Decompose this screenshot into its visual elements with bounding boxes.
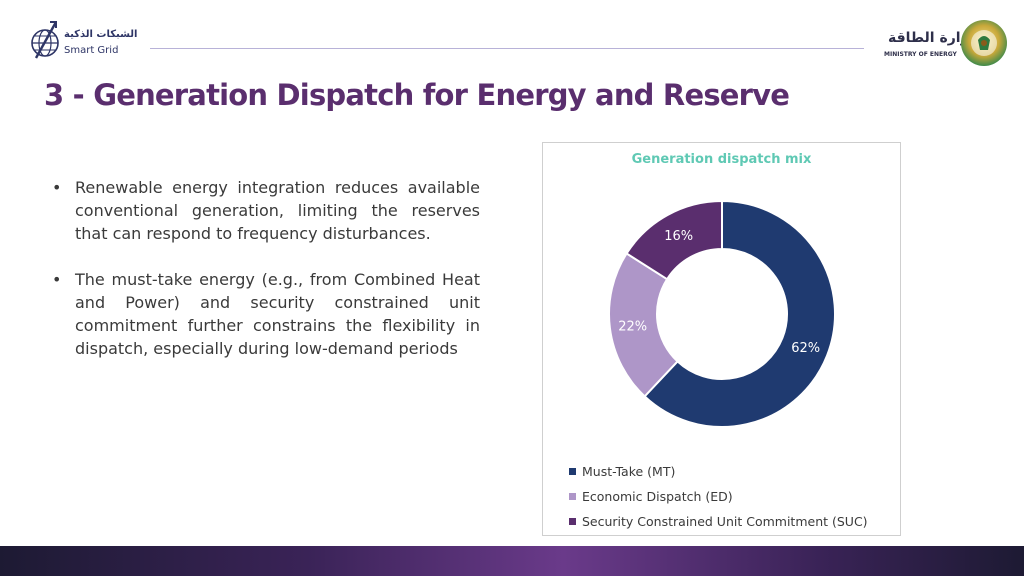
header-divider — [150, 48, 864, 49]
bullet-list: • Renewable energy integration reduces a… — [52, 176, 480, 383]
legend-item: Must-Take (MT) — [569, 459, 868, 484]
ministry-emblem-icon — [961, 20, 1007, 66]
data-label: 16% — [664, 229, 693, 244]
data-label: 22% — [618, 319, 647, 334]
bullet-marker: • — [52, 270, 62, 289]
footer-bar — [0, 546, 1024, 576]
legend-swatch — [569, 518, 576, 525]
legend-swatch — [569, 468, 576, 475]
ministry-logo-arabic: وزارة الطاقة — [888, 30, 978, 46]
data-label: 62% — [791, 341, 820, 356]
chart-legend: Must-Take (MT) Economic Dispatch (ED) Se… — [569, 459, 868, 534]
bullet-text: The must-take energy (e.g., from Combine… — [75, 270, 480, 358]
legend-label: Economic Dispatch (ED) — [582, 489, 733, 504]
legend-label: Must-Take (MT) — [582, 464, 676, 479]
bullet-item: • Renewable energy integration reduces a… — [52, 176, 480, 245]
donut-slice — [625, 199, 723, 281]
bullet-marker: • — [52, 178, 62, 197]
legend-item: Economic Dispatch (ED) — [569, 484, 868, 509]
donut-chart: 62% 22% 16% — [608, 199, 836, 428]
smart-grid-logo-english: Smart Grid — [64, 45, 119, 56]
smart-grid-logo: الشبكات الذكية Smart Grid — [30, 18, 138, 64]
chart-title: Generation dispatch mix — [631, 152, 812, 167]
donut-slice — [643, 199, 836, 428]
legend-label: Security Constrained Unit Commitment (SU… — [582, 514, 868, 529]
chart-container: Generation dispatch mix 62% 22% 16% Must-T… — [542, 142, 901, 536]
smart-grid-logo-arabic: الشبكات الذكية — [64, 29, 138, 40]
bullet-item: • The must-take energy (e.g., from Combi… — [52, 268, 480, 360]
globe-icon — [31, 21, 59, 59]
ministry-logo-english: MINISTRY OF ENERGY — [884, 51, 957, 58]
ministry-of-energy-logo: وزارة الطاقة MINISTRY OF ENERGY — [878, 16, 1010, 72]
bullet-text: Renewable energy integration reduces ava… — [75, 178, 480, 243]
legend-item: Security Constrained Unit Commitment (SU… — [569, 509, 868, 534]
page-title: 3 - Generation Dispatch for Energy and R… — [44, 78, 790, 112]
legend-swatch — [569, 493, 576, 500]
